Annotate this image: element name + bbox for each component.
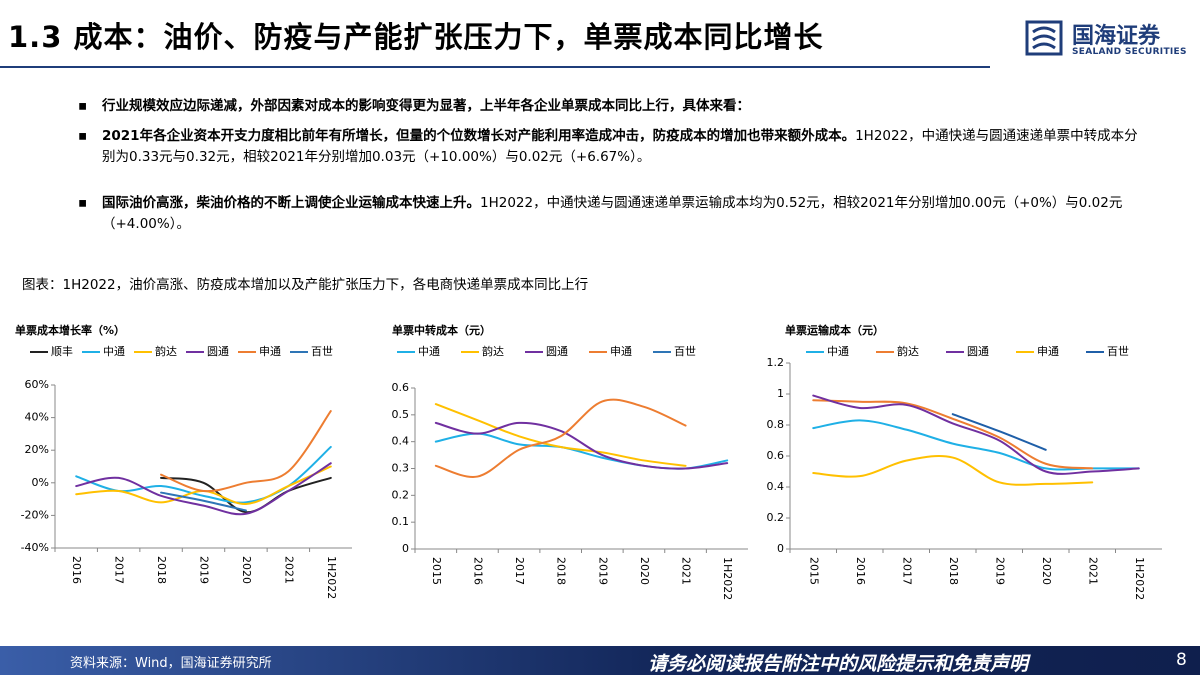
series-line [160, 491, 247, 512]
legend-label: 申通 [1037, 345, 1059, 358]
y-tick-label: 0.3 [392, 462, 410, 475]
x-tick-label: 2015 [430, 557, 443, 585]
bullet-text: 1H2022，中通快递与圆通速递单票运输成本均为0.52元，相较2021年分别增… [102, 195, 1123, 232]
legend-label: 中通 [103, 345, 125, 358]
y-tick-label: 0.1 [392, 515, 410, 528]
series-line [434, 421, 729, 470]
series-line [434, 398, 687, 478]
x-tick-label: 1H2022 [721, 557, 734, 600]
y-tick-label: 0 [777, 542, 784, 555]
x-tick-label: 2018 [947, 557, 960, 585]
y-tick-label: 0.6 [767, 449, 785, 462]
series-line [434, 432, 729, 470]
x-tick-label: 2019 [198, 556, 211, 584]
bullet: ▪ 国际油价高涨，柴油价格的不断上调使企业运输成本快速上升。1H2022，中通快递… [78, 195, 1123, 232]
header-rule [0, 66, 990, 68]
x-tick-label: 2017 [113, 556, 126, 584]
x-tick-label: 2019 [993, 557, 1006, 585]
legend-label: 中通 [827, 345, 849, 358]
legend-label: 申通 [610, 345, 632, 358]
x-tick-label: 2015 [807, 557, 820, 585]
x-tick-label: 2019 [596, 557, 609, 585]
x-tick-label: 2020 [240, 556, 253, 584]
x-tick-label: 1H2022 [325, 556, 338, 599]
y-tick-label: 0.5 [392, 408, 410, 421]
chart-title: 单票成本增长率（%） [15, 323, 125, 337]
legend-label: 韵达 [897, 344, 919, 358]
chart-title: 单票中转成本（元） [392, 323, 491, 337]
x-tick-label: 2017 [513, 557, 526, 585]
legend-label: 圆通 [207, 345, 229, 358]
legend-label: 百世 [1107, 345, 1129, 358]
y-tick-label: 0% [32, 476, 49, 489]
slide-title: 1.3 成本：油价、防疫与产能扩张压力下，单票成本同比增长 [8, 20, 824, 54]
series-line [160, 410, 332, 493]
chart-caption: 图表：1H2022，油价高涨、防疫成本增加以及产能扩张压力下，各电商快递单票成本… [22, 277, 589, 293]
series-line [75, 462, 332, 516]
y-tick-label: 60% [25, 378, 49, 391]
charts: 单票成本增长率（%） -40% -20% 0% 20% 40% 60% 2016 2017 201… [15, 323, 1162, 600]
x-tick-label: 2021 [1086, 557, 1099, 585]
source: 资料来源：Wind，国海证券研究所 [70, 656, 272, 671]
y-tick-label: 40% [25, 411, 49, 424]
disclaimer: 请务必阅读报告附注中的风险提示和免责声明 [648, 653, 1029, 675]
series-line [951, 413, 1047, 451]
y-tick-label: 0.4 [767, 480, 785, 493]
x-tick-label: 2020 [1040, 557, 1053, 585]
x-tick-label: 2018 [155, 556, 168, 584]
series-line [75, 445, 332, 504]
legend-label: 百世 [674, 345, 696, 358]
bullet-bold: 2021年各企业资本开支力度相比前年有所增长，但量的个位数增长对产能利用率造成冲… [102, 128, 856, 144]
bullet-bold: 国际油价高涨，柴油价格的不断上调使企业运输成本快速上升。 [102, 195, 480, 211]
x-tick-label: 1H2022 [1133, 557, 1146, 600]
legend-label: 韵达 [482, 344, 504, 358]
logo-icon [1025, 20, 1063, 56]
x-tick-label: 2021 [282, 556, 295, 584]
footer-bar [0, 646, 1200, 675]
y-tick-label: 0.2 [767, 511, 785, 524]
x-tick-label: 2016 [70, 556, 83, 584]
series-line [812, 394, 1140, 475]
y-tick-label: 0.2 [392, 488, 410, 501]
y-tick-label: 0.6 [392, 381, 410, 394]
series-line [812, 399, 1094, 470]
series-line [812, 455, 1094, 486]
y-tick-label: 0.4 [392, 435, 410, 448]
y-tick-label: 1.2 [767, 356, 785, 369]
x-tick-label: 2016 [854, 557, 867, 585]
bullet-text: 1H2022，中通快递与圆通速递单票中转成本分别为0.33元与0.32元，相较2… [102, 128, 1138, 165]
page-number: 8 [1176, 650, 1187, 670]
legend-label: 申通 [259, 345, 281, 358]
legend-label: 圆通 [546, 345, 568, 358]
series-line [160, 476, 332, 514]
x-tick-label: 2021 [680, 557, 693, 585]
legend-label: 顺丰 [51, 345, 73, 358]
bullet: ▪ 2021年各企业资本开支力度相比前年有所增长，但量的个位数增长对产能利用率造成… [78, 128, 1138, 165]
legend-label: 韵达 [155, 344, 177, 358]
y-tick-label: -20% [21, 508, 49, 521]
x-tick-label: 2020 [638, 557, 651, 585]
x-tick-label: 2017 [900, 557, 913, 585]
y-tick-label: 20% [25, 443, 49, 456]
legend-label: 百世 [311, 345, 333, 358]
bullet: ▪ 行业规模效应边际递减，外部因素对成本的影响变得更为显著，上半年各企业单票成本同… [78, 98, 750, 114]
logo-subtext: SEALAND SECURITIES [1072, 47, 1187, 57]
chart-title: 单票运输成本（元） [785, 323, 884, 337]
logo-text: 国海证券 [1072, 24, 1161, 49]
legend-label: 圆通 [967, 345, 989, 358]
y-tick-label: 0.8 [767, 418, 785, 431]
bullet-bold: 行业规模效应边际递减，外部因素对成本的影响变得更为显著，上半年各企业单票成本同比… [102, 98, 750, 114]
x-tick-label: 2018 [555, 557, 568, 585]
legend-label: 中通 [418, 345, 440, 358]
y-tick-label: 0 [402, 542, 409, 555]
x-tick-label: 2016 [471, 557, 484, 585]
series-line [434, 403, 687, 467]
y-tick-label: -40% [21, 541, 49, 554]
series-line [75, 465, 332, 505]
y-tick-label: 1 [777, 387, 784, 400]
